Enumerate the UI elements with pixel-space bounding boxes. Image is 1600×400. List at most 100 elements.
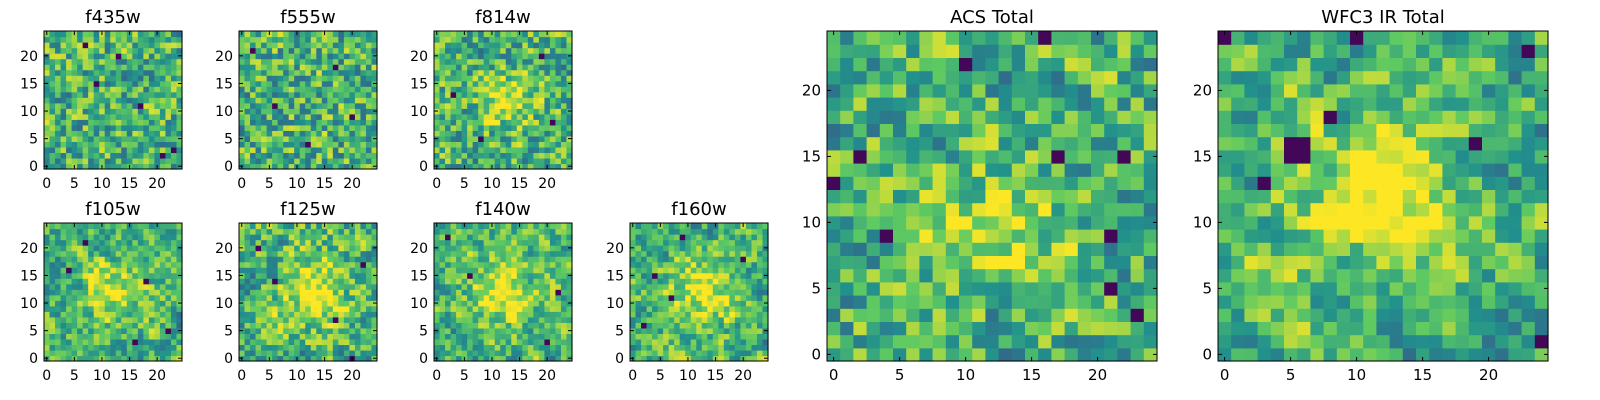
heatmap-cell [434, 42, 441, 49]
heatmap-cell [1064, 215, 1079, 230]
heatmap-cell [365, 338, 373, 346]
heatmap-cell [115, 311, 122, 318]
heatmap-cell [945, 242, 960, 256]
heatmap-cell [663, 228, 670, 235]
heatmap-cell [959, 189, 973, 204]
heatmap-cell [478, 300, 485, 307]
heatmap-cell [60, 75, 67, 82]
heatmap-cell [483, 256, 490, 263]
heatmap-cell [718, 344, 725, 351]
heatmap-cell [126, 53, 133, 60]
heatmap-cell [244, 163, 251, 170]
heatmap-cell [159, 86, 167, 93]
heatmap-cell [82, 228, 89, 235]
heatmap-cell [701, 344, 708, 351]
heatmap-cell [555, 333, 562, 340]
heatmap-cell [712, 327, 719, 334]
heatmap-cell [445, 228, 452, 235]
heatmap-cell [250, 272, 257, 279]
heatmap-cell [827, 295, 841, 309]
heatmap-cell [538, 102, 545, 109]
heatmap-cell [82, 294, 89, 301]
heatmap-cell [450, 223, 457, 230]
heatmap-cell [549, 355, 557, 362]
heatmap-cell [121, 64, 128, 71]
heatmap-cell [879, 176, 894, 190]
heatmap-cell [668, 300, 675, 307]
heatmap-cell [985, 242, 1000, 256]
heatmap-cell [718, 338, 725, 346]
heatmap-cell [159, 316, 167, 323]
heatmap-cell [176, 267, 183, 274]
heatmap-cell [93, 113, 100, 120]
heatmap-cell [255, 327, 262, 334]
heatmap-cell [371, 75, 378, 82]
heatmap-cell [55, 141, 62, 148]
heatmap-cell [494, 80, 501, 87]
heatmap-cell [261, 141, 268, 148]
heatmap-cell [132, 272, 139, 279]
heatmap-cell [371, 69, 378, 76]
heatmap-cell [734, 305, 741, 312]
heatmap-cell [707, 344, 714, 351]
heatmap-cell [316, 75, 323, 82]
heatmap-cell [679, 344, 686, 351]
heatmap-cell [310, 108, 317, 115]
heatmap-cell [165, 322, 172, 329]
heatmap-cell [170, 47, 178, 54]
heatmap-cell [283, 102, 290, 109]
axes-frame [629, 222, 769, 362]
heatmap-cell [467, 228, 474, 235]
heatmap-cell [159, 91, 167, 98]
heatmap-cell [77, 234, 84, 241]
heatmap-cell [154, 327, 161, 334]
heatmap-cell [170, 300, 178, 307]
heatmap-cell [250, 146, 257, 154]
heatmap-cell [445, 305, 452, 312]
heatmap-cell [327, 113, 334, 120]
heatmap-cell [494, 322, 501, 329]
heatmap-cell [439, 152, 446, 159]
heatmap-cell [718, 294, 725, 301]
heatmap-cell [365, 80, 373, 87]
heatmap-cell [494, 305, 501, 312]
heatmap-cell [522, 283, 529, 290]
heatmap-cell [55, 327, 62, 334]
heatmap-cell [1104, 281, 1118, 296]
heatmap-cell [288, 289, 295, 296]
heatmap-cell [461, 228, 468, 235]
heatmap-cell [1051, 321, 1066, 336]
heatmap-cell [439, 47, 446, 54]
heatmap-cell [522, 31, 529, 38]
heatmap-cell [250, 234, 257, 241]
heatmap-cell [261, 86, 268, 93]
heatmap-cell [555, 108, 562, 115]
heatmap-cell [549, 157, 557, 165]
heatmap-cell [288, 152, 295, 159]
heatmap-cell [533, 272, 540, 279]
heatmap-cell [756, 316, 764, 323]
heatmap-cell [305, 113, 312, 120]
heatmap-cell [544, 338, 551, 346]
heatmap-cell [690, 250, 697, 257]
heatmap-cell [866, 229, 881, 243]
heatmap-cell [494, 333, 501, 340]
heatmap-cell [261, 108, 268, 115]
heatmap-cell [472, 80, 479, 87]
heatmap-cell [555, 102, 562, 109]
heatmap-cell [82, 64, 89, 71]
heatmap-cell [544, 47, 551, 54]
heatmap-cell [332, 47, 339, 54]
heatmap-cell [165, 250, 172, 257]
heatmap-cell [115, 283, 122, 290]
heatmap-cell [560, 322, 568, 329]
heatmap-cell [478, 322, 485, 329]
heatmap-cell [82, 245, 89, 252]
heatmap-cell [104, 261, 111, 268]
heatmap-cell [77, 344, 84, 351]
heatmap-cell [104, 108, 111, 115]
heatmap-cell [827, 189, 841, 204]
heatmap-cell [332, 223, 339, 230]
heatmap-cell [93, 130, 100, 137]
heatmap-cell [305, 119, 312, 126]
